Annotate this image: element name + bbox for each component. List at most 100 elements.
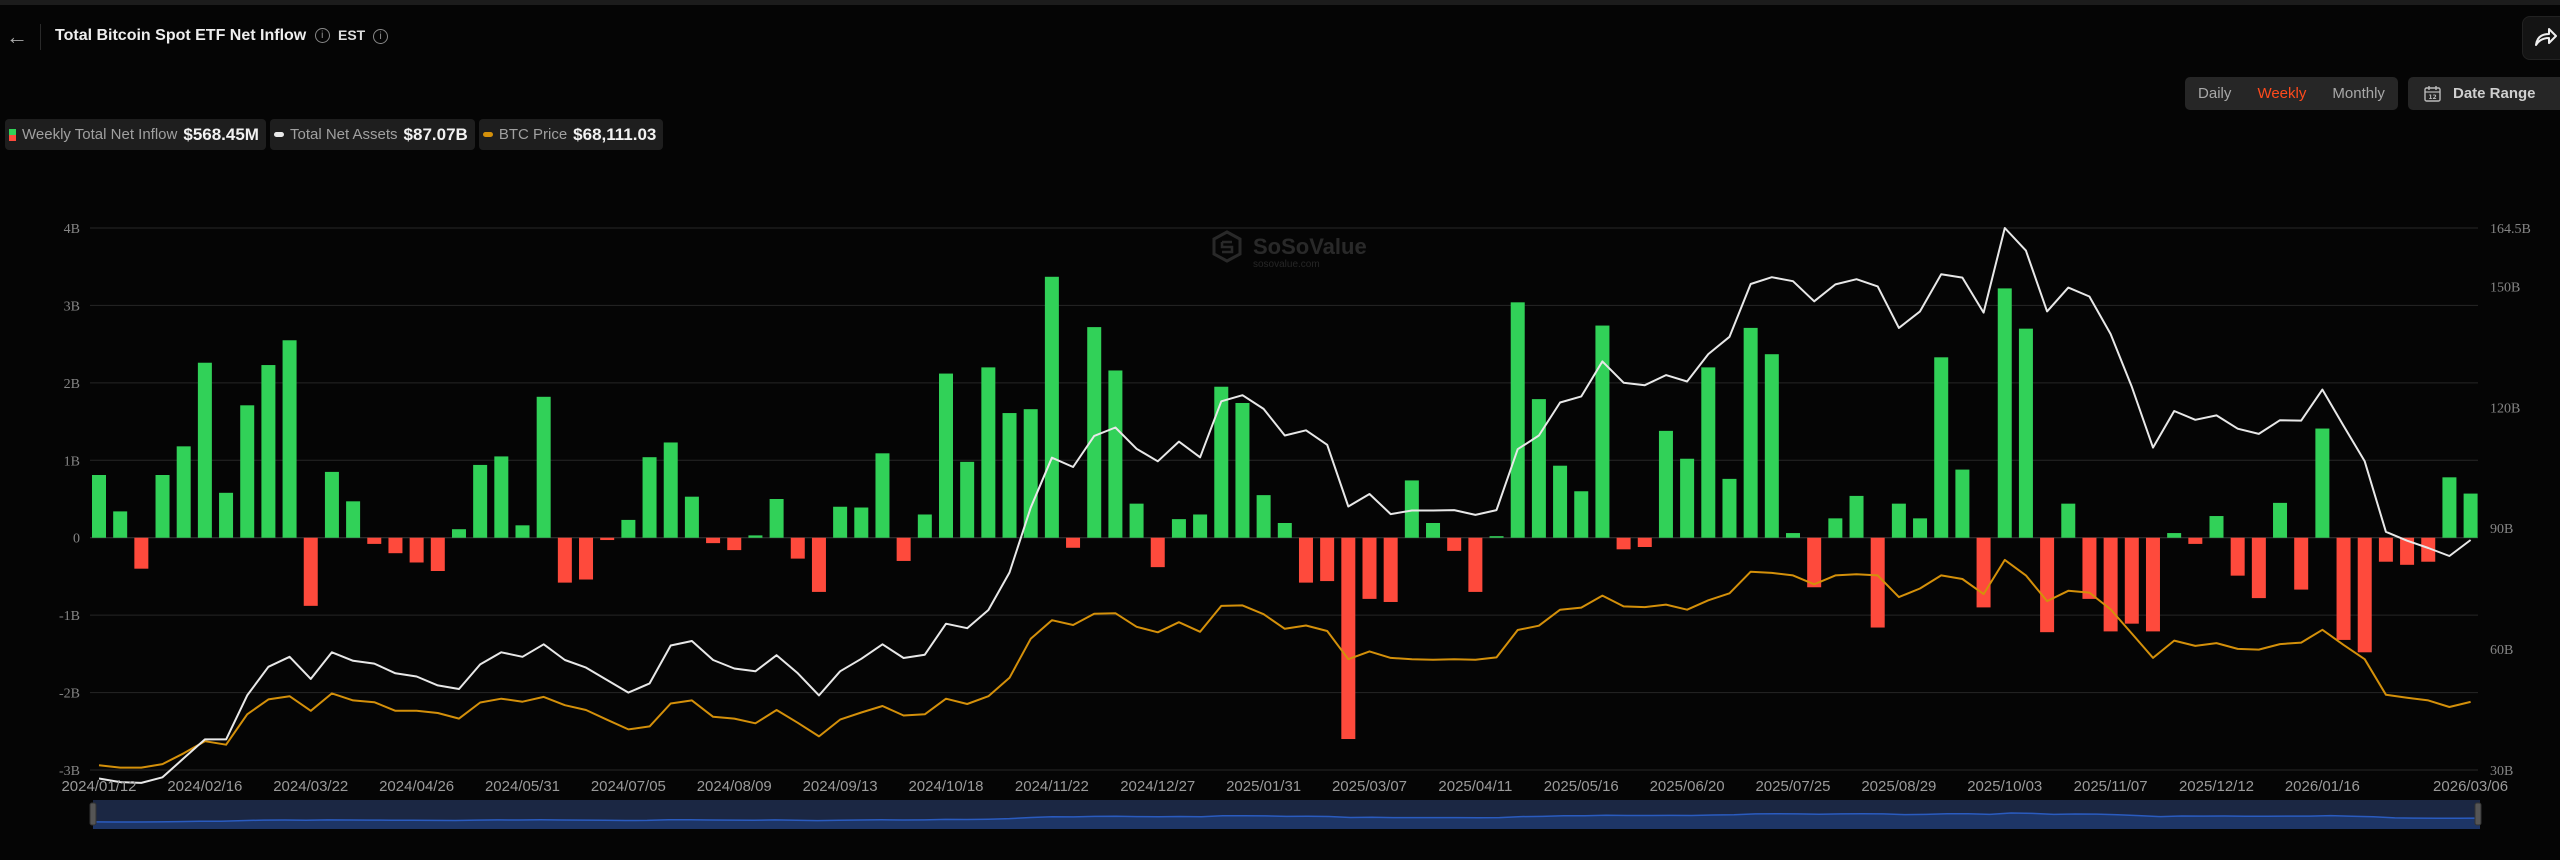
inflow-bar [2040,537,2055,633]
inflow-bar [2209,516,2224,538]
inflow-bar [1404,480,1419,538]
inflow-bar [2294,537,2309,590]
x-axis-tick: 2026/03/06 [2433,778,2508,795]
inflow-bar [2061,503,2076,538]
info-icon[interactable]: i [314,28,330,44]
inflow-bar [1955,469,1970,538]
calendar-icon: 12 [2424,86,2441,102]
left-axis-tick: 3B [64,299,80,314]
inflow-bar [409,537,424,563]
legend-label: BTC Price [498,126,568,143]
inflow-bar [790,537,805,559]
inflow-bar [769,499,784,538]
inflow-bar [1786,533,1800,538]
x-axis-tick: 2024/03/22 [273,778,348,795]
watermark-url: sosovalue.com [1253,259,1320,270]
inflow-bar [917,514,932,538]
inflow-bar [1298,537,1313,583]
inflow-bar [1722,478,1737,538]
legend-btc-swatch [482,132,493,137]
back-arrow-icon[interactable]: ← [6,24,28,49]
inflow-bar [1680,458,1695,538]
inflow-bar [261,365,276,538]
inflow-bar [727,537,742,551]
x-axis-tick: 2024/11/22 [1015,778,1089,795]
legend-label: Total Net Assets [289,126,398,143]
legend-inflow-swatch [9,128,16,141]
inflow-bar [2421,537,2436,562]
inflow-bar [1574,491,1589,538]
inflow-bar [324,471,339,538]
share-button[interactable] [2522,16,2560,60]
x-axis-tick: 2025/01/31 [1226,778,1301,795]
inflow-bar [2230,537,2245,576]
navigator-right-handle[interactable] [2474,802,2482,826]
inflow-bar [1044,276,1059,538]
period-monthly[interactable]: Monthly [2332,85,2385,102]
inflow-bar [621,519,636,538]
inflow-bar [833,506,848,538]
inflow-bar [1891,503,1906,538]
inflow-bar [1976,537,1991,608]
period-weekly[interactable]: Weekly [2257,85,2307,102]
inflow-bar [960,461,975,538]
x-axis-tick: 2024/01/12 [61,778,136,795]
range-navigator[interactable] [89,800,2482,829]
inflow-bar [557,537,572,583]
x-axis-tick: 2025/12/12 [2179,778,2254,795]
x-axis-tick: 2026/01/16 [2285,778,2360,795]
inflow-bar [1870,537,1885,628]
left-axis: 4B 3B 2B 1B 0 -1B -2B -3B [59,222,80,779]
inflow-bar [1002,413,1017,538]
legend-value: $68,111.03 [573,124,657,144]
legend-label: Weekly Total Net Inflow [22,126,178,143]
left-axis-tick: 2B [64,377,80,392]
timezone-text: EST [338,27,366,43]
legend-weekly-net-inflow[interactable]: Weekly Total Net Inflow $568.45M [5,119,266,150]
x-axis-tick: 2025/04/11 [1438,778,1512,795]
inflow-bar [176,446,191,538]
period-selector: Daily Weekly Monthly [2185,77,2398,110]
inflow-bar [1341,537,1356,740]
navigator-left-handle[interactable] [89,802,97,826]
timezone-info-icon[interactable]: i [373,28,389,44]
inflow-bar [1658,430,1673,538]
share-icon [2535,28,2557,46]
inflow-bar [282,340,297,538]
legend-value: $568.45M [183,124,259,144]
inflow-bar [1913,518,1928,538]
legend-btc-price[interactable]: BTC Price $68,111.03 [478,119,664,150]
inflow-bar [2103,537,2118,632]
inflow-bar [346,501,361,538]
inflow-bar [2018,328,2033,538]
inflow-bar [2082,537,2097,599]
navigator-area [93,813,2480,829]
timezone-label: EST i [338,27,389,44]
inflow-bar [1193,514,1208,538]
x-axis-tick: 2025/03/07 [1332,778,1407,795]
x-axis-tick: 2024/04/26 [379,778,454,795]
legend-value: $87.07B [403,124,468,144]
x-axis-tick: 2025/10/03 [1967,778,2042,795]
inflow-bar [92,474,106,538]
inflow-bar [748,535,763,538]
inflow-bar [430,537,445,572]
inflow-bar [1510,302,1525,538]
inflow-bar [1807,537,1822,588]
page-title: Total Bitcoin Spot ETF Net Inflow i [55,27,330,45]
inflow-bar [2336,537,2351,640]
x-axis-tick: 2024/10/18 [908,778,983,795]
inflow-bar [367,537,382,544]
inflow-bar [2315,428,2330,538]
header-divider [40,24,41,50]
right-axis-tick: 30B [2490,764,2513,779]
inflow-bar [1362,537,1377,599]
inflow-bar [1320,537,1335,582]
period-daily[interactable]: Daily [2198,85,2232,102]
legend-total-net-assets[interactable]: Total Net Assets $87.07B [269,119,475,150]
inflow-bar [1277,523,1292,538]
inflow-bar [1447,537,1462,551]
date-range-button[interactable]: 12 Date Range [2408,77,2560,110]
inflow-bar [388,537,403,554]
inflow-bar [1087,327,1102,538]
